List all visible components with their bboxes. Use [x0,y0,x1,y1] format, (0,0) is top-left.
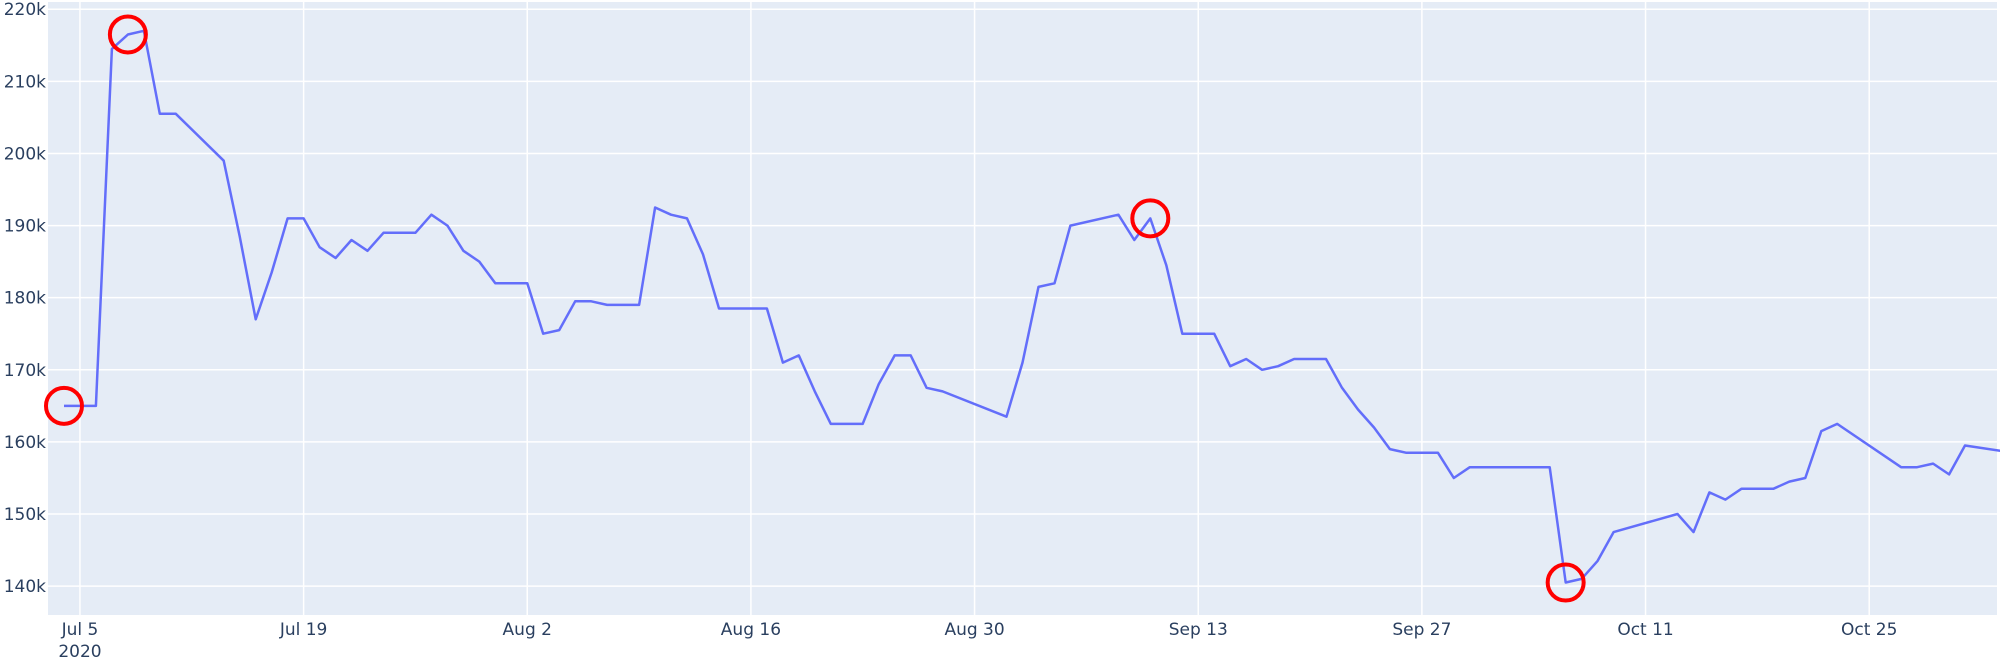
highlight-marker [107,14,148,55]
y-tick-label: 170k [4,361,46,381]
plot-background [48,2,1997,615]
x-tick-label: Oct 25 [1841,620,1897,640]
x-tick-label: Sep 27 [1392,620,1451,640]
y-tick-label: 180k [4,289,46,309]
y-tick-label: 200k [4,144,46,164]
series-layer [64,29,2000,584]
x-tick-label: Jul 5 [61,620,99,640]
y-tick-label: 220k [4,0,46,20]
y-tick-label: 160k [4,433,46,453]
y-tick-label: 150k [4,505,46,525]
x-tick-label: Oct 11 [1617,620,1673,640]
y-axis-tick-labels: 140k 150k 160k 170k 180k 190k 200k 210k 220k [4,0,46,597]
x-tick-year-label: 2020 [58,642,101,662]
series-line [64,29,2000,584]
x-tick-label: Aug 30 [944,620,1004,640]
y-tick-label: 210k [4,72,46,92]
highlight-markers [43,14,1586,603]
highlight-marker [1130,198,1171,239]
x-tick-label: Sep 13 [1169,620,1228,640]
x-tick-label: Aug 16 [721,620,781,640]
highlight-marker [1545,562,1586,603]
x-tick-label: Jul 19 [279,620,328,640]
y-tick-label: 140k [4,577,46,597]
x-tick-label: Aug 2 [503,620,552,640]
x-gridlines [79,2,1870,615]
y-tick-label: 190k [4,217,46,237]
highlight-marker [43,385,84,426]
y-gridlines [48,8,1997,587]
